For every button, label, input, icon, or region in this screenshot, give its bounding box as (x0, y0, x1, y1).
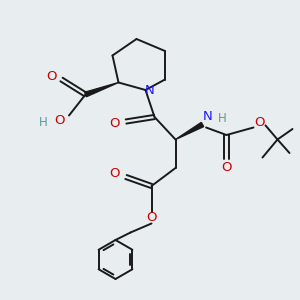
Text: O: O (221, 161, 232, 174)
Text: O: O (146, 211, 157, 224)
Text: O: O (46, 70, 57, 83)
Text: N: N (145, 84, 155, 97)
Text: O: O (109, 117, 120, 130)
Polygon shape (176, 122, 204, 140)
Text: O: O (254, 116, 265, 130)
Text: H: H (218, 112, 226, 125)
Text: O: O (54, 114, 65, 127)
Text: N: N (203, 110, 212, 124)
Text: O: O (110, 167, 120, 180)
Polygon shape (85, 82, 118, 97)
Text: H: H (39, 116, 48, 130)
